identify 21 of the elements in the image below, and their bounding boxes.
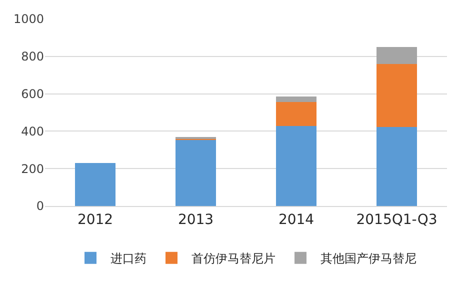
- y-tick-label: 200: [21, 162, 44, 176]
- bar: [376, 127, 417, 206]
- y-tick-label: 0: [36, 199, 44, 214]
- y-tick-label: 600: [21, 87, 44, 101]
- bar: [376, 46, 417, 64]
- legend-label: 首仿伊马替尼片: [192, 252, 276, 266]
- bar: [376, 64, 417, 128]
- bar: [276, 126, 316, 206]
- x-tick-label: 2014: [278, 212, 314, 228]
- x-tick-label: 2012: [77, 212, 114, 228]
- bar: [276, 102, 316, 126]
- legend-label: 其他国产伊马替尼: [320, 252, 416, 266]
- y-tick-label: 800: [21, 50, 44, 64]
- legend-label: 进口药: [110, 252, 146, 266]
- y-tick-label: 400: [21, 124, 44, 138]
- y-tick-label: 1000: [13, 12, 44, 26]
- bar: [75, 162, 116, 206]
- x-tick-label: 2015Q1-Q3: [356, 212, 438, 228]
- x-tick-label: 2013: [178, 212, 214, 228]
- bar: [176, 139, 216, 206]
- bar: [276, 96, 316, 102]
